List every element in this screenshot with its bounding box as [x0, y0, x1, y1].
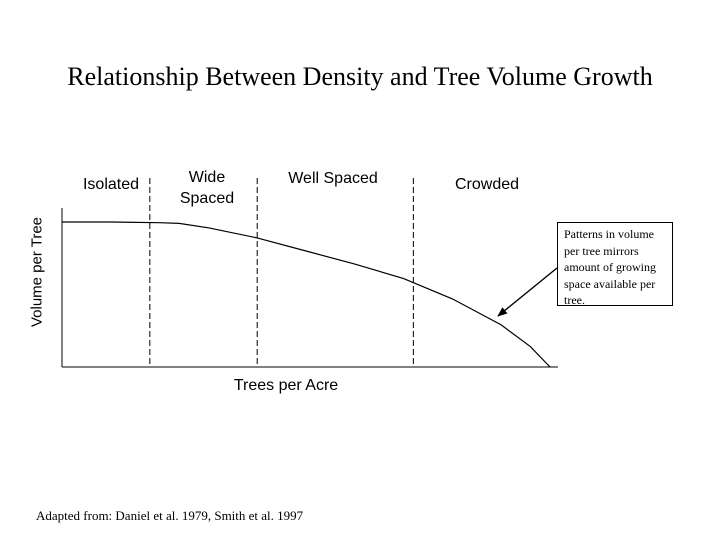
zone-label-isolated: Isolated [82, 176, 140, 193]
zone-label-well-spaced: Well Spaced [288, 170, 378, 187]
zone-label-crowded: Crowded [454, 176, 520, 193]
callout-arrow [497, 267, 558, 317]
x-axis-label: Trees per Acre [233, 377, 339, 394]
zone-label-wide-spaced: Wide Spaced [179, 169, 235, 207]
chart-title: Relationship Between Density and Tree Vo… [67, 62, 653, 91]
annotation-callout: Patterns in volume per tree mirrors amou… [557, 222, 673, 307]
source-note: Adapted from: Daniel et al. 1979, Smith … [36, 508, 304, 523]
volume-curve [62, 221, 551, 368]
